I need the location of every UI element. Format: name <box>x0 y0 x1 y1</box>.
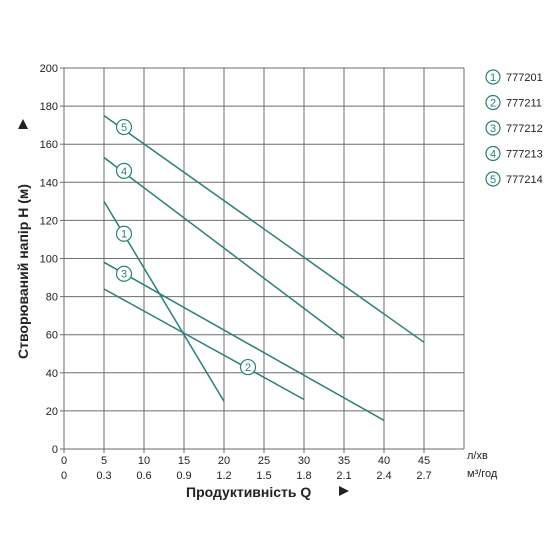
y-tick-label: 140 <box>40 177 58 189</box>
x-tick-label: 40 <box>378 455 390 467</box>
legend-marker-number: 2 <box>490 98 496 110</box>
x-unit-primary: л/хв <box>467 450 488 462</box>
series-line-3 <box>103 261 385 422</box>
x-tick-label-secondary: 2.1 <box>336 470 351 482</box>
y-tick-label: 100 <box>40 254 58 266</box>
x-tick-label-secondary: 2.7 <box>416 470 431 482</box>
legend-marker-circle <box>485 69 501 85</box>
y-axis-title: Створюваний напір H (м) <box>15 184 31 359</box>
x-tick-label: 45 <box>418 455 430 467</box>
y-tick-label: 180 <box>40 101 58 113</box>
x-axis-title-group: Продуктивність Q <box>186 484 349 500</box>
y-axis-ticks: 0 20 40 60 80 100 120 140 160 180 200 <box>40 63 64 456</box>
series-line-4 <box>103 156 345 340</box>
x-tick-label: 0 <box>61 455 67 467</box>
series-lines <box>103 115 425 422</box>
series-line-2 <box>103 288 305 401</box>
y-axis-arrow-icon <box>18 119 28 129</box>
x-tick-label-secondary: 1.2 <box>216 470 231 482</box>
legend-marker-circle <box>485 171 501 187</box>
grid <box>63 67 465 450</box>
series-marker-circle <box>115 265 133 282</box>
x-tick-label-secondary: 1.5 <box>256 470 271 482</box>
y-tick-label: 160 <box>40 139 58 151</box>
series-marker-circle <box>239 358 257 376</box>
legend-marker-number: 1 <box>490 72 496 84</box>
x-tick-label-secondary: 0.3 <box>96 470 111 482</box>
x-axis-ticks-secondary: 0 0.3 0.6 0.9 1.2 1.5 1.8 2.1 2.4 2.7 <box>61 470 432 482</box>
x-tick-label: 25 <box>258 455 270 467</box>
y-tick-label: 200 <box>40 63 58 75</box>
y-tick-label: 40 <box>46 368 58 380</box>
legend-marker-circle <box>485 120 501 136</box>
x-tick-label-secondary: 0.6 <box>136 470 151 482</box>
x-unit-secondary: м³/год <box>467 468 498 480</box>
x-tick-label: 15 <box>178 455 190 467</box>
legend-marker-circle <box>485 145 501 162</box>
series-line-5 <box>103 115 425 343</box>
x-tick-label: 20 <box>218 455 230 467</box>
x-tick-label-secondary: 0 <box>61 470 67 482</box>
series-marker-number: 3 <box>121 269 127 281</box>
series-marker-number: 4 <box>121 166 127 178</box>
legend-item: 1 777201 <box>485 69 543 85</box>
legend-marker-circle <box>485 94 501 111</box>
legend-item: 2 777211 <box>485 94 542 111</box>
y-tick-label: 80 <box>46 292 58 304</box>
legend-marker-number: 5 <box>490 174 496 186</box>
x-tick-label-secondary: 2.4 <box>376 470 391 482</box>
legend-label: 777212 <box>506 123 543 135</box>
series-marker-circle <box>115 225 133 242</box>
legend-label: 777201 <box>506 72 543 84</box>
legend-label: 777211 <box>506 98 542 110</box>
y-tick-label: 60 <box>46 330 58 342</box>
x-axis-ticks: 0 5 10 15 20 25 30 35 40 45 <box>61 449 430 467</box>
x-axis-title: Продуктивність Q <box>186 484 311 500</box>
x-tick-label-secondary: 0.9 <box>176 470 191 482</box>
legend: 1 777201 2 777211 3 777212 4 777213 5 777214 <box>485 69 543 187</box>
legend-label: 777213 <box>506 149 543 161</box>
x-tick-label: 30 <box>298 455 310 467</box>
x-tick-label: 5 <box>101 455 107 467</box>
legend-item: 3 777212 <box>485 120 543 136</box>
legend-marker-number: 3 <box>490 123 496 135</box>
series-markers: 1 2 3 4 5 <box>115 118 257 376</box>
series-marker-4: 4 <box>115 162 133 179</box>
legend-marker-number: 4 <box>490 149 496 161</box>
legend-item: 4 777213 <box>485 145 543 162</box>
y-tick-label: 20 <box>46 406 58 418</box>
y-axis-title-group: Створюваний напір H (м) <box>15 119 31 359</box>
x-axis-arrow-icon <box>339 486 349 496</box>
series-marker-circle <box>115 162 133 179</box>
y-tick-label: 120 <box>40 215 58 227</box>
series-marker-2: 2 <box>239 358 257 376</box>
series-marker-number: 2 <box>245 362 251 374</box>
x-tick-label: 35 <box>338 455 350 467</box>
series-marker-number: 1 <box>121 229 127 241</box>
x-tick-label-secondary: 1.8 <box>296 470 311 482</box>
series-marker-5: 5 <box>115 118 133 136</box>
series-marker-1: 1 <box>115 225 133 242</box>
legend-item: 5 777214 <box>485 171 543 187</box>
series-marker-circle <box>115 118 133 136</box>
series-marker-3: 3 <box>115 265 133 282</box>
y-tick-label: 0 <box>52 444 58 456</box>
legend-label: 777214 <box>506 174 543 186</box>
series-marker-number: 5 <box>121 122 127 134</box>
x-tick-label: 10 <box>138 455 150 467</box>
